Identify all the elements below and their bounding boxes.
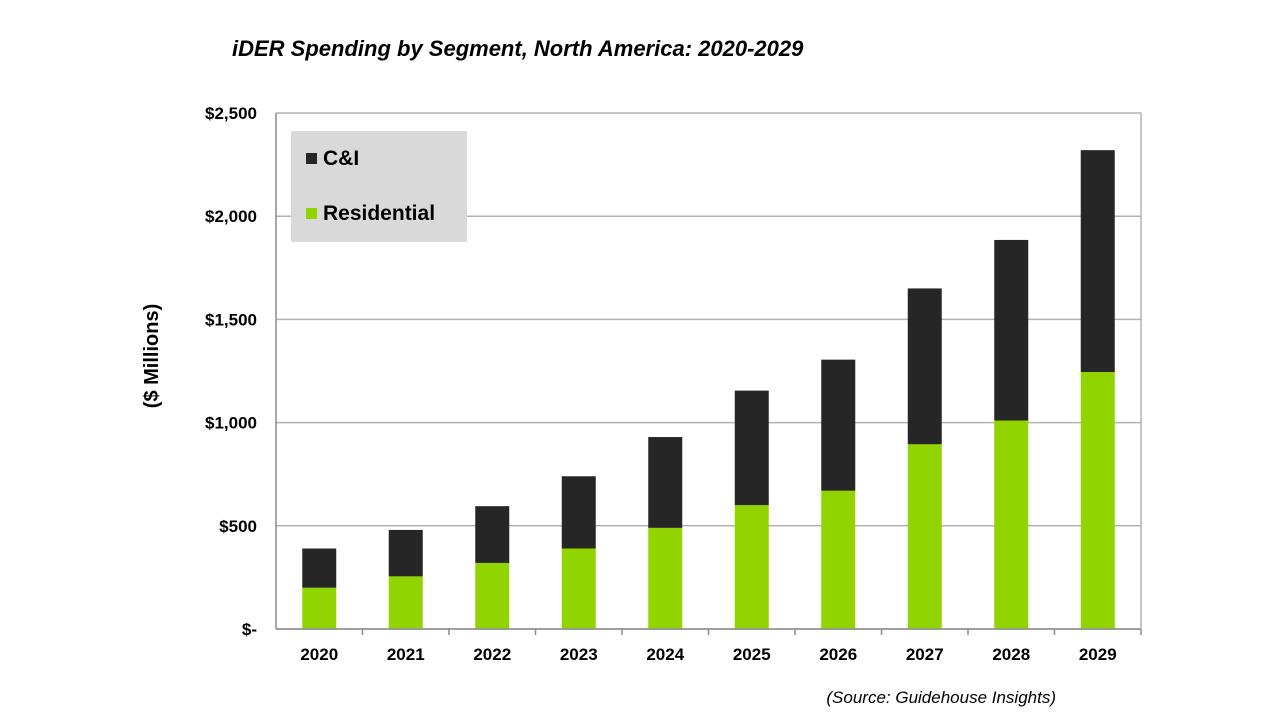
x-tick-label: 2023 — [560, 645, 598, 664]
legend-label-c-i: C&I — [323, 147, 359, 170]
x-tick-label: 2024 — [646, 645, 684, 664]
bar-c-i-2025 — [734, 390, 769, 506]
bar-residential-2025 — [734, 505, 769, 629]
y-tick-label: $1,000 — [205, 414, 257, 433]
bar-residential-2021 — [388, 576, 423, 629]
bar-residential-2020 — [302, 587, 337, 629]
bar-residential-2029 — [1080, 372, 1115, 629]
y-tick-label: $1,500 — [205, 310, 257, 329]
chart-title: iDER Spending by Segment, North America:… — [232, 36, 804, 61]
y-tick-labels: $- $500 $1,000 $1,500 $2,000 $2,500 — [205, 104, 257, 639]
y-tick-label: $- — [242, 620, 257, 639]
bar-residential-2028 — [994, 420, 1029, 629]
bar-c-i-2026 — [821, 359, 856, 491]
source-note: (Source: Guidehouse Insights) — [826, 688, 1056, 707]
bar-residential-2022 — [475, 562, 510, 629]
legend-box — [291, 131, 467, 242]
y-tick-label: $2,500 — [205, 104, 257, 123]
y-axis-title: ($ Millions) — [141, 304, 163, 408]
bars — [302, 150, 1115, 629]
legend-label-residential: Residential — [323, 202, 435, 225]
bar-c-i-2029 — [1080, 150, 1115, 373]
legend: C&I Residential — [291, 131, 467, 242]
x-tick-label: 2027 — [906, 645, 944, 664]
bar-c-i-2028 — [994, 239, 1029, 421]
y-tick-label: $500 — [219, 517, 257, 536]
bar-residential-2026 — [821, 490, 856, 629]
bar-c-i-2020 — [302, 548, 337, 588]
bar-c-i-2021 — [388, 529, 423, 577]
x-tick-label: 2022 — [473, 645, 511, 664]
bar-c-i-2022 — [475, 506, 510, 563]
bar-c-i-2027 — [907, 288, 942, 445]
x-tick-label: 2029 — [1079, 645, 1117, 664]
x-tick-labels: 2020 2021 2022 2023 2024 2025 2026 2027 2028 2029 — [300, 645, 1116, 664]
x-tick-label: 2021 — [387, 645, 425, 664]
bar-c-i-2023 — [561, 476, 596, 549]
legend-swatch-residential — [306, 208, 317, 219]
x-tick-label: 2026 — [819, 645, 857, 664]
x-tick-label: 2025 — [733, 645, 771, 664]
legend-swatch-c-i — [306, 153, 317, 164]
bar-residential-2027 — [907, 444, 942, 629]
x-tick-label: 2028 — [992, 645, 1030, 664]
axes — [275, 113, 1142, 635]
bar-c-i-2024 — [648, 437, 683, 528]
y-tick-label: $2,000 — [205, 207, 257, 226]
bar-residential-2024 — [648, 527, 683, 629]
bar-residential-2023 — [561, 548, 596, 629]
x-tick-label: 2020 — [300, 645, 338, 664]
